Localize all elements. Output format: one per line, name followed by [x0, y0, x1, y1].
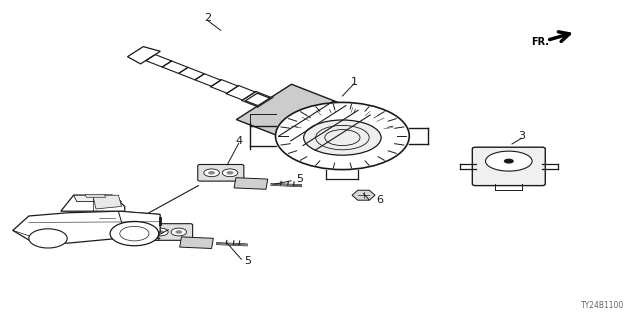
Polygon shape	[211, 80, 238, 93]
Text: 3: 3	[518, 131, 525, 141]
Polygon shape	[242, 92, 272, 107]
Polygon shape	[236, 84, 352, 143]
Text: 5: 5	[296, 174, 303, 184]
Circle shape	[175, 230, 182, 234]
Ellipse shape	[304, 120, 381, 155]
Circle shape	[157, 230, 164, 234]
FancyBboxPatch shape	[198, 164, 244, 181]
Circle shape	[110, 221, 159, 246]
Text: 4: 4	[235, 136, 243, 146]
Polygon shape	[93, 195, 122, 209]
FancyBboxPatch shape	[147, 224, 193, 240]
Polygon shape	[127, 47, 161, 64]
Polygon shape	[179, 67, 204, 80]
Polygon shape	[74, 195, 122, 202]
Text: 6: 6	[376, 195, 383, 205]
Circle shape	[29, 229, 67, 248]
Text: 5: 5	[244, 256, 251, 266]
Polygon shape	[195, 74, 221, 86]
Circle shape	[171, 228, 187, 236]
Text: 2: 2	[204, 12, 212, 23]
Polygon shape	[257, 97, 289, 114]
Circle shape	[208, 171, 215, 174]
Polygon shape	[13, 211, 160, 243]
Text: TY24B1100: TY24B1100	[580, 301, 624, 310]
Circle shape	[152, 228, 168, 236]
Polygon shape	[226, 85, 255, 100]
Text: 1: 1	[351, 76, 357, 87]
Circle shape	[222, 169, 238, 177]
Polygon shape	[146, 54, 172, 67]
Circle shape	[204, 169, 220, 177]
Ellipse shape	[486, 151, 532, 171]
Polygon shape	[118, 211, 160, 234]
Circle shape	[504, 159, 514, 164]
Text: 4: 4	[153, 233, 161, 244]
Ellipse shape	[276, 102, 410, 170]
FancyBboxPatch shape	[472, 147, 545, 186]
Polygon shape	[61, 195, 125, 211]
Polygon shape	[352, 190, 375, 200]
Polygon shape	[85, 194, 106, 197]
Polygon shape	[162, 61, 188, 73]
Text: FR.: FR.	[531, 36, 549, 47]
Circle shape	[227, 171, 234, 174]
Polygon shape	[180, 237, 213, 249]
Polygon shape	[234, 178, 268, 189]
